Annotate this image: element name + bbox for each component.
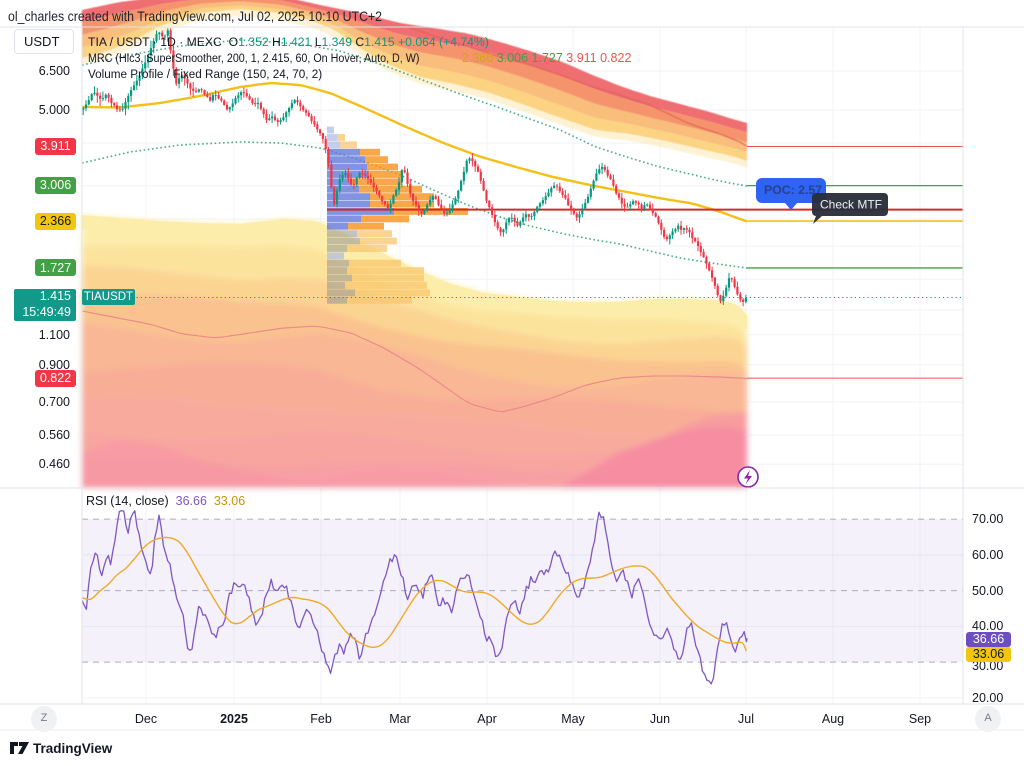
svg-text:POC: 2.57: POC: 2.57	[764, 183, 822, 197]
svg-text:Check MTF: Check MTF	[820, 198, 882, 212]
